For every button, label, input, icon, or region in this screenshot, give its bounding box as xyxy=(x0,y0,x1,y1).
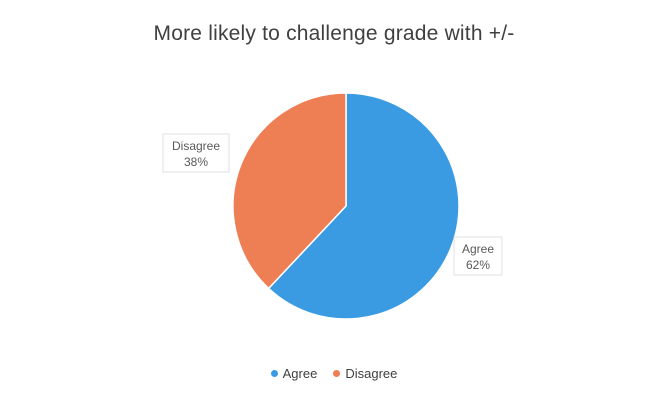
legend-swatch-agree xyxy=(270,370,278,377)
legend-swatch-disagree xyxy=(333,370,341,377)
legend: Agree Disagree xyxy=(0,366,668,381)
data-label-value-agree: 62% xyxy=(466,258,490,272)
data-label-box-disagree xyxy=(162,133,230,173)
legend-item-agree: Agree xyxy=(270,366,318,381)
data-label-box-agree xyxy=(453,236,503,276)
legend-label-agree: Agree xyxy=(282,366,318,381)
data-label-name-disagree: Disagree xyxy=(172,139,220,153)
legend-label-disagree: Disagree xyxy=(345,366,398,381)
pie-slice-agree xyxy=(267,92,460,320)
data-label-agree: Agree 62% xyxy=(453,236,503,276)
legend-item-disagree: Disagree xyxy=(333,366,397,381)
data-label-disagree: Disagree 38% xyxy=(162,133,230,173)
data-label-name-agree: Agree xyxy=(462,242,494,256)
data-label-value-disagree: 38% xyxy=(184,155,208,169)
chart-title: More likely to challenge grade with +/- xyxy=(153,22,515,45)
pie-slice-disagree xyxy=(232,92,347,290)
